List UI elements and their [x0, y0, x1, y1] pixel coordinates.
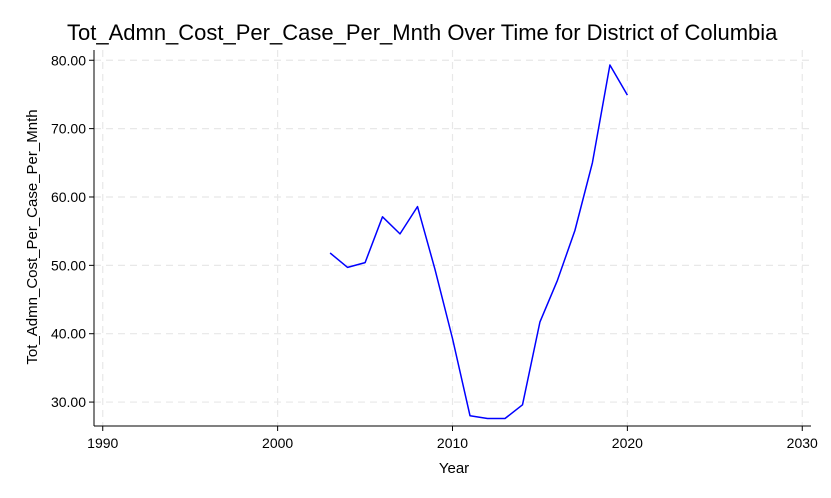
tick-labels: 1990 2000 2010 2020 2030 30.00 40.00 50.00 60.00… — [51, 52, 818, 451]
axes — [89, 50, 811, 431]
y-tick-label: 50.00 — [51, 257, 86, 273]
gridlines — [94, 50, 811, 426]
y-tick-label: 60.00 — [51, 189, 86, 205]
y-axis-label: Tot_Admn_Cost_Per_Case_Per_Mnth — [24, 109, 41, 364]
chart-title: Tot_Admn_Cost_Per_Case_Per_Mnth Over Tim… — [67, 20, 778, 45]
x-tick-label: 2030 — [787, 435, 818, 451]
x-tick-label: 2000 — [262, 435, 293, 451]
y-tick-label: 30.00 — [51, 394, 86, 410]
x-tick-label: 1990 — [87, 435, 118, 451]
y-tick-label: 70.00 — [51, 121, 86, 137]
y-tick-label: 80.00 — [51, 52, 86, 68]
series-group — [329, 64, 629, 420]
x-tick-label: 2010 — [437, 435, 468, 451]
series-line — [329, 64, 629, 420]
x-tick-label: 2020 — [612, 435, 643, 451]
y-tick-label: 40.00 — [51, 326, 86, 342]
x-axis-label: Year — [439, 460, 469, 477]
